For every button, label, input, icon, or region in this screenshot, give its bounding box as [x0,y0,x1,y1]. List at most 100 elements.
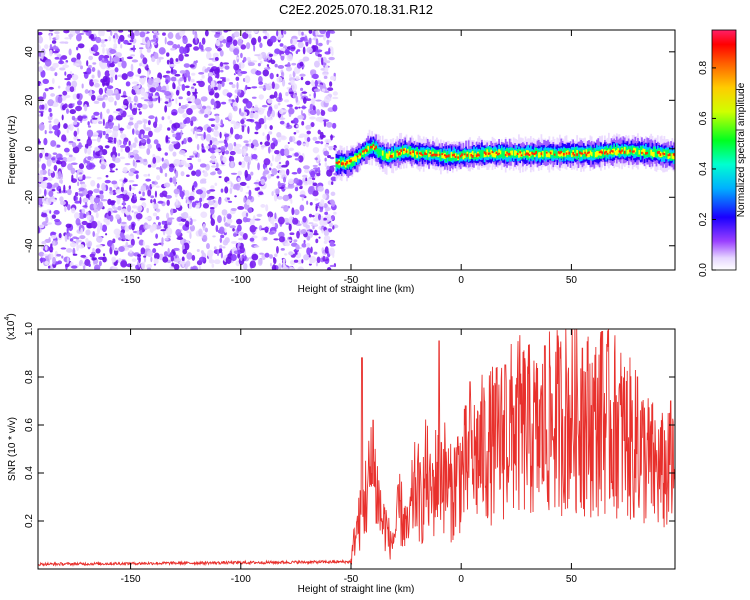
spectrogram-y-tick-label: -20 [24,190,35,205]
spectrogram-noise-speck [220,146,226,153]
spectrogram-ridge-cell [399,152,401,155]
spectrogram-noise-speck [55,171,59,179]
snr-y-ticks: 0.20.40.60.81.0 [24,322,675,528]
spectrogram-ridge-cell [486,149,489,156]
spectrogram-noise-speck [119,144,127,148]
spectrogram-noise-speck [186,90,191,96]
spectrogram-noise-speck [172,82,176,90]
spectrogram-noise-speck [164,90,171,97]
spectrogram-noise-speck [128,171,134,177]
spectrogram-noise-speck [147,164,152,168]
spectrogram-noise-speck [249,112,255,119]
spectrogram-noise-speck [203,171,209,178]
spectrogram-noise-speck [277,216,285,225]
spectrogram-noise-speck [267,98,273,104]
spectrogram-noise-speck [120,44,123,49]
spectrogram-noise-speck [40,180,48,189]
spectrogram-noise-speck [168,64,176,67]
spectrogram-noise-speck [108,69,116,76]
spectrogram-noise-speck [324,246,329,254]
spectrogram-noise-speck [330,134,333,141]
spectrogram-noise-speck [65,223,72,229]
spectrogram-noise-speck [249,260,257,269]
spectrogram-noise-speck [319,131,324,140]
spectrogram-noise-speck [100,161,107,165]
spectrogram-ridge-cell [504,153,507,156]
spectrogram-noise-speck [147,39,151,48]
spectrogram-ridge-cell [498,149,500,155]
spectrogram-noise-speck [276,30,279,37]
spectrogram-noise-speck [155,233,159,239]
spectrogram-noise-speck [222,239,229,246]
spectrogram-ridge-cell [396,150,399,153]
spectrogram-noise-speck [327,169,331,172]
spectrogram-noise-speck [247,161,250,170]
spectrogram-ridge-cell [584,151,586,154]
spectrogram-noise-speck [105,233,108,236]
spectrogram-noise-speck [108,35,112,42]
spectrogram-noise-speck [232,39,238,47]
spectrogram-noise-speck [91,67,96,73]
spectrogram-ridge-cell [447,154,450,158]
spectrogram-noise-speck [259,252,264,255]
spectrogram-ridge-cell [437,151,440,158]
spectrogram-noise-speck [47,265,51,269]
spectrogram-noise-speck [305,242,311,248]
spectrogram-noise-speck [316,49,323,53]
spectrogram-noise-speck [300,106,307,109]
spectrogram-ridge-cell [658,150,660,154]
spectrogram-noise-speck [73,135,79,141]
spectrogram-ridge-cell [352,157,355,167]
spectrogram-ridge-cell [445,155,448,158]
spectrogram-ridge-cell [531,151,534,155]
spectrogram-ridge-cell [585,153,588,157]
spectrogram-noise-speck [126,124,132,130]
spectrogram-noise-speck [286,104,294,108]
spectrogram-ridge-cell [615,149,618,156]
spectrogram-noise-speck [161,157,164,162]
spectrogram-noise-speck [43,253,49,256]
spectrogram-ridge-cell [525,149,528,155]
spectrogram-noise-speck [298,106,301,109]
spectrogram-noise-speck [154,32,160,36]
spectrogram-noise-speck [326,39,330,46]
spectrogram-noise-speck [305,124,312,130]
spectrogram-noise-speck [51,45,59,50]
spectrogram-noise-speck [230,182,233,187]
spectrogram-ridge-cell [351,158,354,167]
spectrogram-ridge-cell [355,156,358,163]
spectrogram-noise-speck [159,165,162,174]
spectrogram-noise-speck [312,182,318,187]
spectrogram-noise-speck [170,208,174,216]
spectrogram-ridge-cell [391,154,393,158]
spectrogram-noise-speck [166,59,170,65]
spectrogram-noise-speck [130,263,136,266]
spectrogram-ridge-cell [350,159,352,163]
spectrogram-noise-speck [287,239,292,242]
spectrogram-noise-speck [54,218,61,223]
spectrogram-noise-speck [213,102,217,108]
spectrogram-noise-speck [109,170,115,173]
spectrogram-noise-speck [147,71,150,78]
spectrogram-noise-speck [268,53,273,57]
spectrogram-noise-speck [75,196,78,201]
spectrogram-noise-speck [272,53,278,57]
spectrogram-noise-speck [193,189,196,193]
spectrogram-noise-speck [189,218,193,226]
spectrogram-noise-speck [132,184,139,187]
spectrogram-noise-speck [39,257,47,262]
spectrogram-noise-speck [72,103,75,107]
spectrogram-noise-speck [49,170,54,174]
spectrogram-noise-speck [51,40,57,44]
colorbar-tick-label: 0.6 [698,111,709,125]
spectrogram-ridge-cell [576,153,578,156]
spectrogram-noise-speck [45,182,53,189]
spectrogram-noise-speck [167,32,174,40]
spectrogram-noise-speck [315,157,318,161]
spectrogram-noise-speck [186,174,190,177]
spectrogram-ridge-cell [474,153,477,158]
spectrogram-ridge-cell [375,145,377,149]
spectrogram-noise [38,30,339,270]
spectrogram-noise-speck [278,117,286,120]
